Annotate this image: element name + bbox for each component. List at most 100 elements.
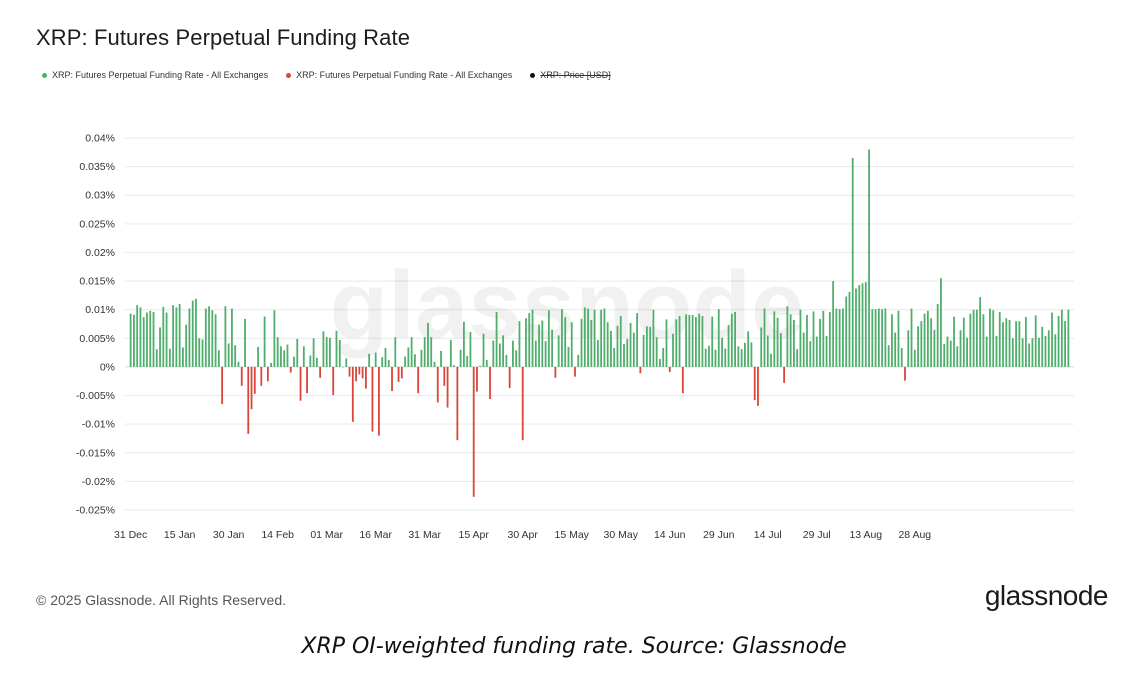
funding-rate-bar[interactable]	[502, 335, 505, 367]
funding-rate-bar[interactable]	[201, 339, 204, 367]
funding-rate-bar[interactable]	[433, 361, 436, 367]
funding-rate-bar[interactable]	[825, 336, 828, 367]
funding-rate-bar[interactable]	[1024, 317, 1027, 367]
funding-rate-bar[interactable]	[521, 366, 524, 441]
funding-rate-bar[interactable]	[250, 366, 253, 410]
funding-rate-bar[interactable]	[417, 366, 420, 394]
funding-rate-bar[interactable]	[989, 308, 991, 367]
funding-rate-bar[interactable]	[975, 309, 978, 367]
legend-item-positive[interactable]: XRP: Futures Perpetual Funding Rate - Al…	[42, 70, 268, 80]
funding-rate-bar[interactable]	[923, 313, 926, 367]
funding-rate-bar[interactable]	[175, 307, 178, 367]
funding-rate-bar[interactable]	[740, 349, 743, 367]
funding-rate-bar[interactable]	[632, 332, 635, 367]
funding-rate-bar[interactable]	[897, 310, 900, 367]
funding-rate-bar[interactable]	[871, 309, 874, 367]
funding-rate-bar[interactable]	[446, 366, 449, 408]
funding-rate-bar[interactable]	[662, 348, 665, 367]
funding-rate-bar[interactable]	[776, 317, 779, 367]
funding-rate-bar[interactable]	[289, 366, 292, 373]
funding-rate-bar[interactable]	[891, 314, 893, 367]
funding-rate-bar[interactable]	[946, 336, 949, 367]
funding-rate-bar[interactable]	[498, 343, 501, 367]
funding-rate-bar[interactable]	[1047, 330, 1050, 367]
funding-rate-bar[interactable]	[845, 296, 848, 367]
funding-rate-bar[interactable]	[809, 341, 812, 367]
funding-rate-bar[interactable]	[1044, 336, 1047, 367]
funding-rate-bar[interactable]	[626, 338, 629, 367]
funding-rate-bar[interactable]	[528, 313, 531, 367]
funding-rate-bar[interactable]	[1060, 309, 1063, 367]
funding-rate-bar[interactable]	[714, 349, 717, 367]
funding-rate-bar[interactable]	[1054, 334, 1057, 367]
funding-rate-bar[interactable]	[966, 337, 968, 367]
funding-rate-bar[interactable]	[136, 305, 139, 367]
funding-rate-bar[interactable]	[361, 366, 364, 379]
funding-rate-bar[interactable]	[534, 340, 537, 367]
funding-rate-bar[interactable]	[315, 357, 318, 367]
funding-rate-bar[interactable]	[162, 306, 165, 367]
funding-rate-bar[interactable]	[959, 330, 962, 367]
funding-rate-bar[interactable]	[211, 310, 214, 367]
funding-rate-bar[interactable]	[900, 348, 903, 367]
funding-rate-bar[interactable]	[953, 316, 955, 367]
funding-rate-bar[interactable]	[701, 315, 704, 367]
funding-rate-bar[interactable]	[851, 158, 854, 367]
funding-rate-bar[interactable]	[580, 318, 583, 367]
funding-rate-bar[interactable]	[472, 366, 475, 497]
funding-rate-bar[interactable]	[1005, 318, 1008, 367]
funding-rate-bar[interactable]	[1057, 315, 1060, 367]
funding-rate-bar[interactable]	[332, 366, 335, 395]
funding-rate-bar[interactable]	[949, 340, 952, 367]
funding-rate-bar[interactable]	[146, 312, 148, 367]
funding-rate-bar[interactable]	[587, 308, 589, 367]
funding-rate-bar[interactable]	[139, 307, 142, 367]
funding-rate-bar[interactable]	[832, 281, 835, 367]
funding-rate-bar[interactable]	[371, 366, 374, 432]
funding-rate-bar[interactable]	[234, 345, 237, 367]
funding-rate-bar[interactable]	[482, 333, 485, 367]
funding-rate-bar[interactable]	[302, 346, 305, 367]
funding-rate-bar[interactable]	[864, 282, 867, 367]
funding-rate-bar[interactable]	[593, 309, 596, 367]
funding-rate-bar[interactable]	[812, 311, 815, 367]
funding-rate-bar[interactable]	[1031, 338, 1034, 367]
funding-rate-bar[interactable]	[299, 366, 302, 401]
funding-rate-bar[interactable]	[515, 350, 518, 367]
funding-rate-bar[interactable]	[1008, 319, 1011, 367]
funding-rate-bar[interactable]	[244, 318, 246, 367]
funding-rate-bar[interactable]	[263, 316, 266, 367]
funding-rate-bar[interactable]	[858, 285, 861, 367]
funding-rate-bar[interactable]	[273, 310, 276, 367]
funding-rate-bar[interactable]	[603, 308, 606, 367]
funding-rate-bar[interactable]	[904, 366, 906, 381]
funding-rate-bar[interactable]	[407, 347, 410, 367]
funding-rate-bar[interactable]	[998, 311, 1001, 367]
funding-rate-bar[interactable]	[142, 317, 145, 367]
funding-rate-bar[interactable]	[884, 308, 887, 367]
funding-rate-bar[interactable]	[427, 322, 429, 367]
funding-rate-bar[interactable]	[698, 313, 701, 367]
funding-rate-bar[interactable]	[642, 334, 645, 367]
funding-rate-bar[interactable]	[623, 344, 625, 367]
legend-item-price[interactable]: XRP: Price [USD]	[530, 70, 611, 80]
funding-rate-bar[interactable]	[933, 329, 936, 367]
funding-rate-bar[interactable]	[930, 318, 933, 367]
funding-rate-bar[interactable]	[606, 322, 609, 367]
funding-rate-bar[interactable]	[266, 366, 269, 382]
funding-rate-bar[interactable]	[221, 366, 224, 405]
funding-rate-bar[interactable]	[610, 330, 612, 367]
funding-rate-bar[interactable]	[613, 348, 616, 367]
funding-rate-bar[interactable]	[567, 346, 570, 367]
funding-rate-bar[interactable]	[920, 321, 923, 367]
funding-rate-bar[interactable]	[338, 340, 341, 367]
funding-rate-bar[interactable]	[789, 314, 792, 367]
funding-rate-bar[interactable]	[286, 344, 289, 367]
funding-rate-bar[interactable]	[198, 338, 201, 367]
funding-rate-bar[interactable]	[355, 366, 357, 382]
funding-rate-bar[interactable]	[737, 346, 740, 367]
funding-rate-bar[interactable]	[463, 321, 465, 367]
funding-rate-bar[interactable]	[652, 309, 655, 367]
funding-rate-bar[interactable]	[247, 366, 250, 434]
funding-rate-bar[interactable]	[815, 336, 818, 367]
